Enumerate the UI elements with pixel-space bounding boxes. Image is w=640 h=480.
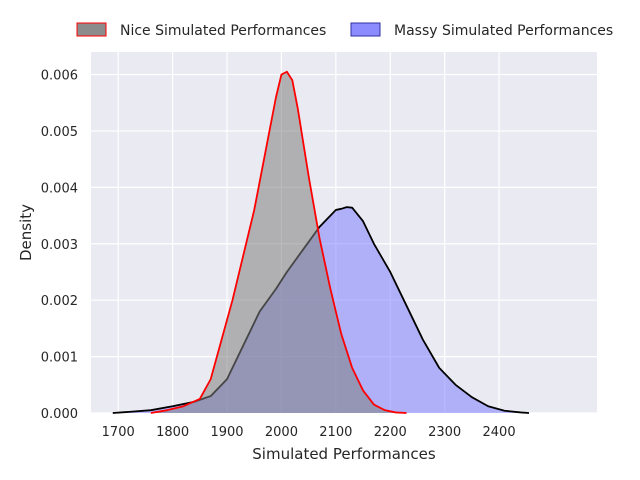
x-tick-label: 2400 [483,425,516,440]
nice-simulated-performances-legend-swatch [76,22,107,37]
massy-simulated-performances-legend-swatch [350,22,381,37]
x-tick-label: 2300 [428,425,461,440]
y-axis-ticks: 0.000 0.001 0.002 0.003 0.004 0.005 0.006 [41,69,78,422]
x-tick-label: 2000 [265,425,298,440]
x-tick-label: 2100 [319,425,352,440]
nice-simulated-performances-area [150,71,407,413]
nice-simulated-performances-legend-label: Nice Simulated Performances [120,23,326,39]
x-axis-label: Simulated Performances [252,445,436,463]
y-tick-label: 0.000 [41,407,78,422]
y-tick-label: 0.005 [41,125,78,140]
legend: Nice Simulated Performances Massy Simulat… [76,22,613,39]
x-tick-label: 1700 [102,425,135,440]
nice-simulated-performances-curve [150,70,407,414]
y-tick-label: 0.006 [41,69,78,84]
y-axis-label: Density [17,204,35,261]
density-areas [112,70,530,414]
x-tick-label: 1900 [210,425,243,440]
y-tick-label: 0.001 [41,351,78,366]
x-tick-label: 1800 [156,425,189,440]
y-tick-label: 0.003 [41,238,78,253]
y-tick-label: 0.004 [41,181,78,196]
x-axis-ticks: 1700 1800 1900 2000 2100 2200 2300 2400 [102,425,516,440]
massy-simulated-performances-legend-label: Massy Simulated Performances [394,23,613,39]
x-tick-label: 2200 [374,425,407,440]
y-tick-label: 0.002 [41,294,78,309]
